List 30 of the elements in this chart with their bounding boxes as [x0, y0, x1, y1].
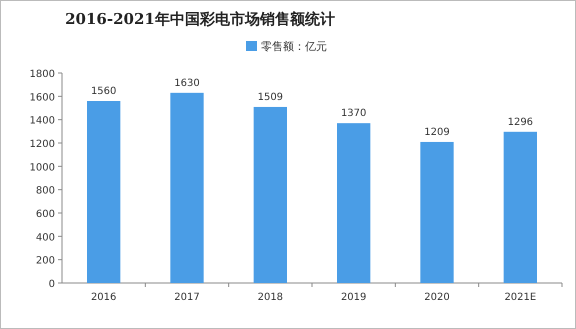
x-tick-label: 2019 — [340, 292, 366, 303]
y-tick-label: 1000 — [30, 162, 55, 174]
x-tick-label: 2017 — [174, 292, 200, 303]
data-label: 1560 — [90, 86, 116, 97]
y-tick-label: 800 — [36, 186, 55, 197]
y-tick-label: 1400 — [30, 116, 55, 127]
y-tick-label: 400 — [36, 232, 55, 244]
x-tick-label: 2016 — [90, 292, 116, 303]
y-tick-label: 1800 — [30, 69, 55, 80]
y-tick-label: 1600 — [30, 92, 55, 104]
bar — [170, 92, 204, 283]
x-tick-label: 2021E — [504, 292, 536, 303]
bar — [87, 101, 120, 283]
bar — [337, 123, 370, 283]
bar — [504, 132, 537, 283]
data-label: 1630 — [174, 78, 200, 89]
x-tick-label: 2020 — [424, 292, 450, 303]
data-label: 1296 — [508, 116, 534, 128]
y-tick-label: 600 — [36, 209, 55, 220]
bar — [254, 106, 287, 283]
data-label: 1509 — [258, 92, 284, 103]
data-label: 1209 — [424, 126, 450, 138]
chart-title: 2016-2021年中国彩电市场销售额统计 — [65, 10, 335, 28]
bar — [420, 142, 454, 283]
x-tick-label: 2018 — [258, 292, 284, 303]
legend-label: 零售额：亿元 — [261, 40, 327, 53]
data-label: 1370 — [340, 108, 366, 120]
y-tick-label: 0 — [48, 279, 55, 290]
y-tick-label: 200 — [36, 256, 55, 267]
y-tick-label: 1200 — [30, 139, 55, 150]
